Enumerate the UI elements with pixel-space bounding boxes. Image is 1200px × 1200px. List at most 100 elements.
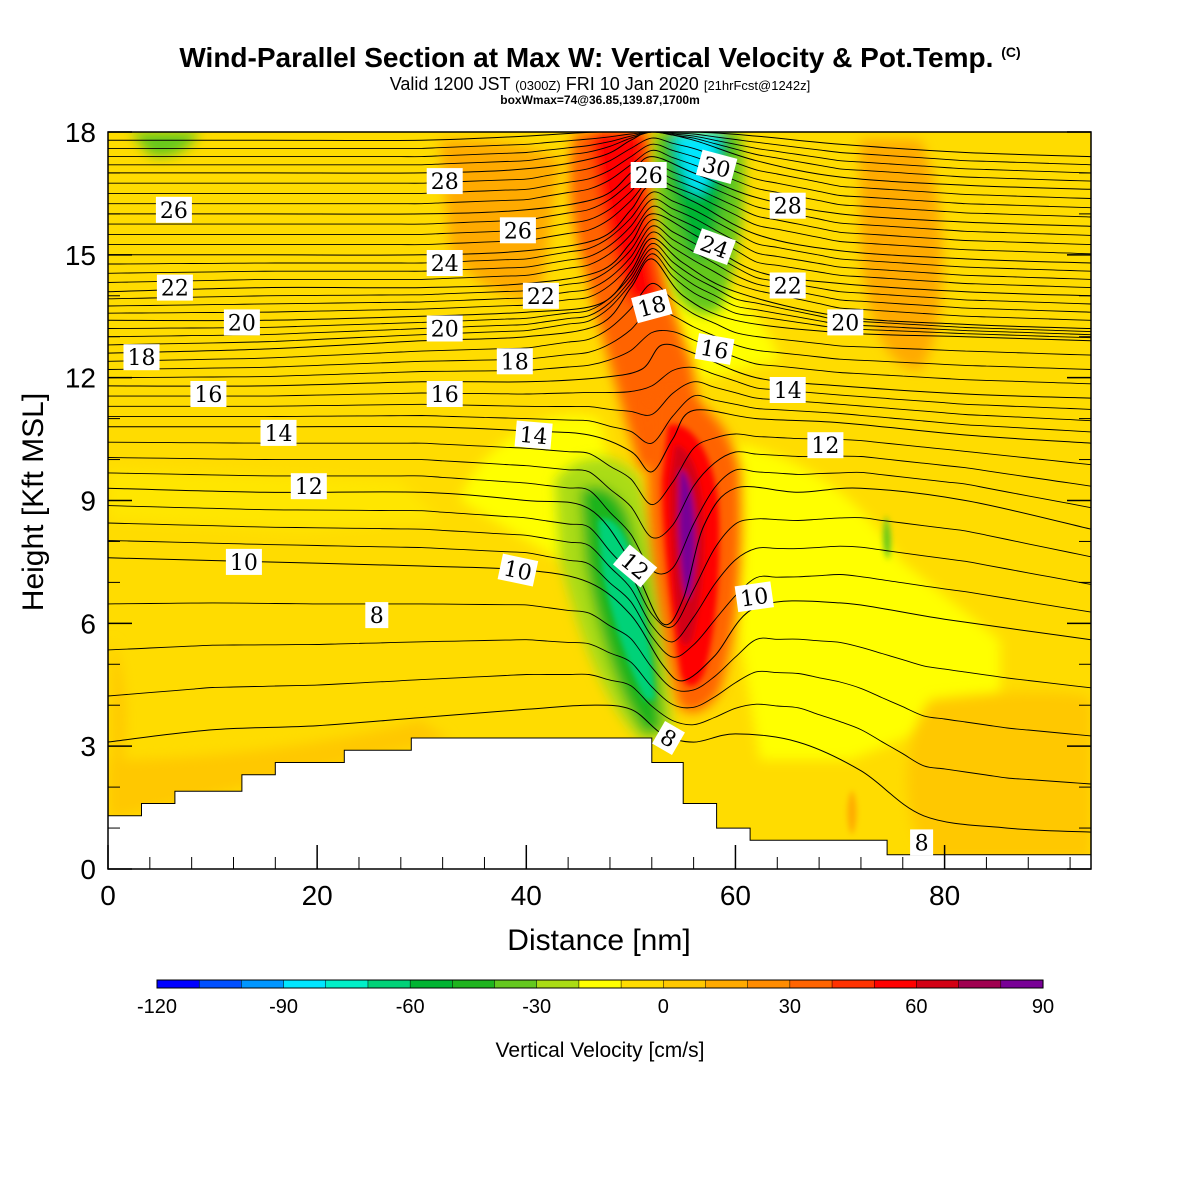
colorbar-swatch (1000, 979, 1044, 989)
y-axis-label: Height [Kft MSL] (17, 393, 50, 611)
contour-label: 10 (497, 553, 539, 587)
theta-line (108, 522, 1091, 643)
theta-line (108, 394, 1091, 444)
contour-label-text: 24 (431, 252, 459, 277)
contour-label: 22 (769, 272, 806, 300)
terrain-mask (107, 737, 1092, 870)
contour-label: 28 (426, 168, 463, 195)
contour-label-text: 26 (635, 164, 663, 189)
weak-ascent-region (907, 692, 1091, 860)
axes: 0 20 40 60 80 0 3 6 9 12 15 18 (65, 117, 1091, 911)
theta-line (108, 132, 1091, 158)
colorbar-tick-label: -30 (522, 996, 551, 1018)
contour-label-box (426, 381, 463, 407)
y-tick-label: 12 (65, 363, 96, 394)
theta-line (108, 163, 1091, 236)
contour-label-box (190, 381, 227, 407)
contour-label-box (499, 217, 536, 244)
contour-label-box (695, 149, 738, 185)
theta-line (108, 307, 1091, 370)
contour-label-box (827, 309, 864, 336)
contour-label-box (426, 315, 463, 342)
theta-line (108, 198, 1091, 280)
theta-line (108, 253, 1091, 346)
contour-label-text: 8 (915, 831, 929, 856)
theta-line (108, 213, 1091, 297)
contour-label-text: 8 (370, 604, 384, 629)
theta-line (108, 451, 1091, 539)
contour-label: 22 (522, 282, 559, 310)
colorbar-tick-label: 0 (658, 996, 669, 1018)
contour-label-box (156, 274, 193, 301)
contour-label-box (123, 344, 160, 371)
contour-label-text: 10 (230, 551, 258, 576)
contour-label-text: 22 (161, 277, 189, 302)
theta-line (108, 557, 1091, 682)
contour-label-text: 26 (504, 219, 532, 244)
theta-line (108, 539, 1091, 658)
theta-line (108, 283, 1091, 362)
weak-ascent-region (112, 640, 126, 800)
theta-line (108, 132, 1091, 182)
contour-label-box (514, 420, 553, 450)
colorbar-swatch (367, 979, 411, 989)
theta-line (108, 343, 1091, 399)
theta-line (108, 486, 1091, 626)
contour-label-text: 14 (518, 423, 548, 450)
theta-line (108, 132, 1091, 190)
contour-label-text: 20 (228, 311, 256, 336)
box-info: boxWmax=74@36.85,139.87,1700m (500, 93, 700, 107)
theta-line (108, 170, 1091, 246)
contour-label: 14 (260, 419, 297, 447)
colorbar-swatch (578, 979, 622, 989)
contour-label: 20 (223, 309, 260, 336)
contour-label: 16 (426, 381, 463, 408)
theta-line (108, 149, 1091, 218)
contour-label-text: 16 (698, 336, 730, 365)
contour-label: 16 (190, 381, 227, 408)
colorbar-swatch (325, 979, 369, 989)
contour-label-box (426, 168, 463, 195)
contour-label-box (155, 196, 192, 223)
theta-line (108, 132, 1091, 174)
contour-label: 18 (631, 288, 673, 324)
colorbar-tick-label: -120 (137, 996, 177, 1018)
theta-line (108, 132, 1091, 166)
contour-label-box (496, 348, 533, 375)
x-tick-label: 40 (511, 880, 542, 911)
contour-label-box (693, 228, 736, 265)
contour-label-box (807, 432, 844, 459)
contour-label-text: 12 (295, 475, 323, 500)
colorbar-swatch (241, 979, 285, 989)
theta-line (108, 143, 1091, 209)
contour-label-box (426, 250, 463, 276)
chart-title: Wind-Parallel Section at Max W: Vertical… (179, 42, 1021, 73)
contour-label-text: 20 (431, 318, 459, 343)
x-axis-label: Distance [nm] (507, 924, 690, 957)
contour-label-box (769, 272, 806, 299)
theta-line (108, 602, 1091, 692)
contour-label: 20 (827, 309, 864, 336)
contour-label-box (225, 548, 262, 575)
contour-label-text: 28 (774, 195, 802, 220)
y-tick-label: 0 (80, 854, 96, 885)
contour-label: 14 (769, 377, 806, 404)
colorbar-label: Vertical Velocity [cm/s] (496, 1039, 705, 1062)
colorbar-frame (156, 979, 1044, 989)
contour-label-box (497, 553, 539, 587)
contour-label-text: 14 (774, 379, 802, 404)
contour-label-text: 22 (774, 275, 802, 300)
contour-label-text: 16 (431, 383, 459, 408)
chart-subtitle: Valid 1200 JST (0300Z) FRI 10 Jan 2020 [… (389, 74, 811, 94)
contour-label-box (652, 720, 685, 756)
colorbar-swatch (705, 979, 749, 989)
theta-line (108, 191, 1091, 272)
contour-label-box (734, 581, 774, 613)
colorbar-swatch (156, 979, 200, 989)
colorbar-swatch (958, 979, 1002, 989)
contour-label-box (631, 288, 673, 324)
contour-label-text: 12 (811, 434, 839, 459)
contour-label-text: 16 (194, 383, 222, 408)
contour-label-text: 18 (501, 350, 529, 375)
